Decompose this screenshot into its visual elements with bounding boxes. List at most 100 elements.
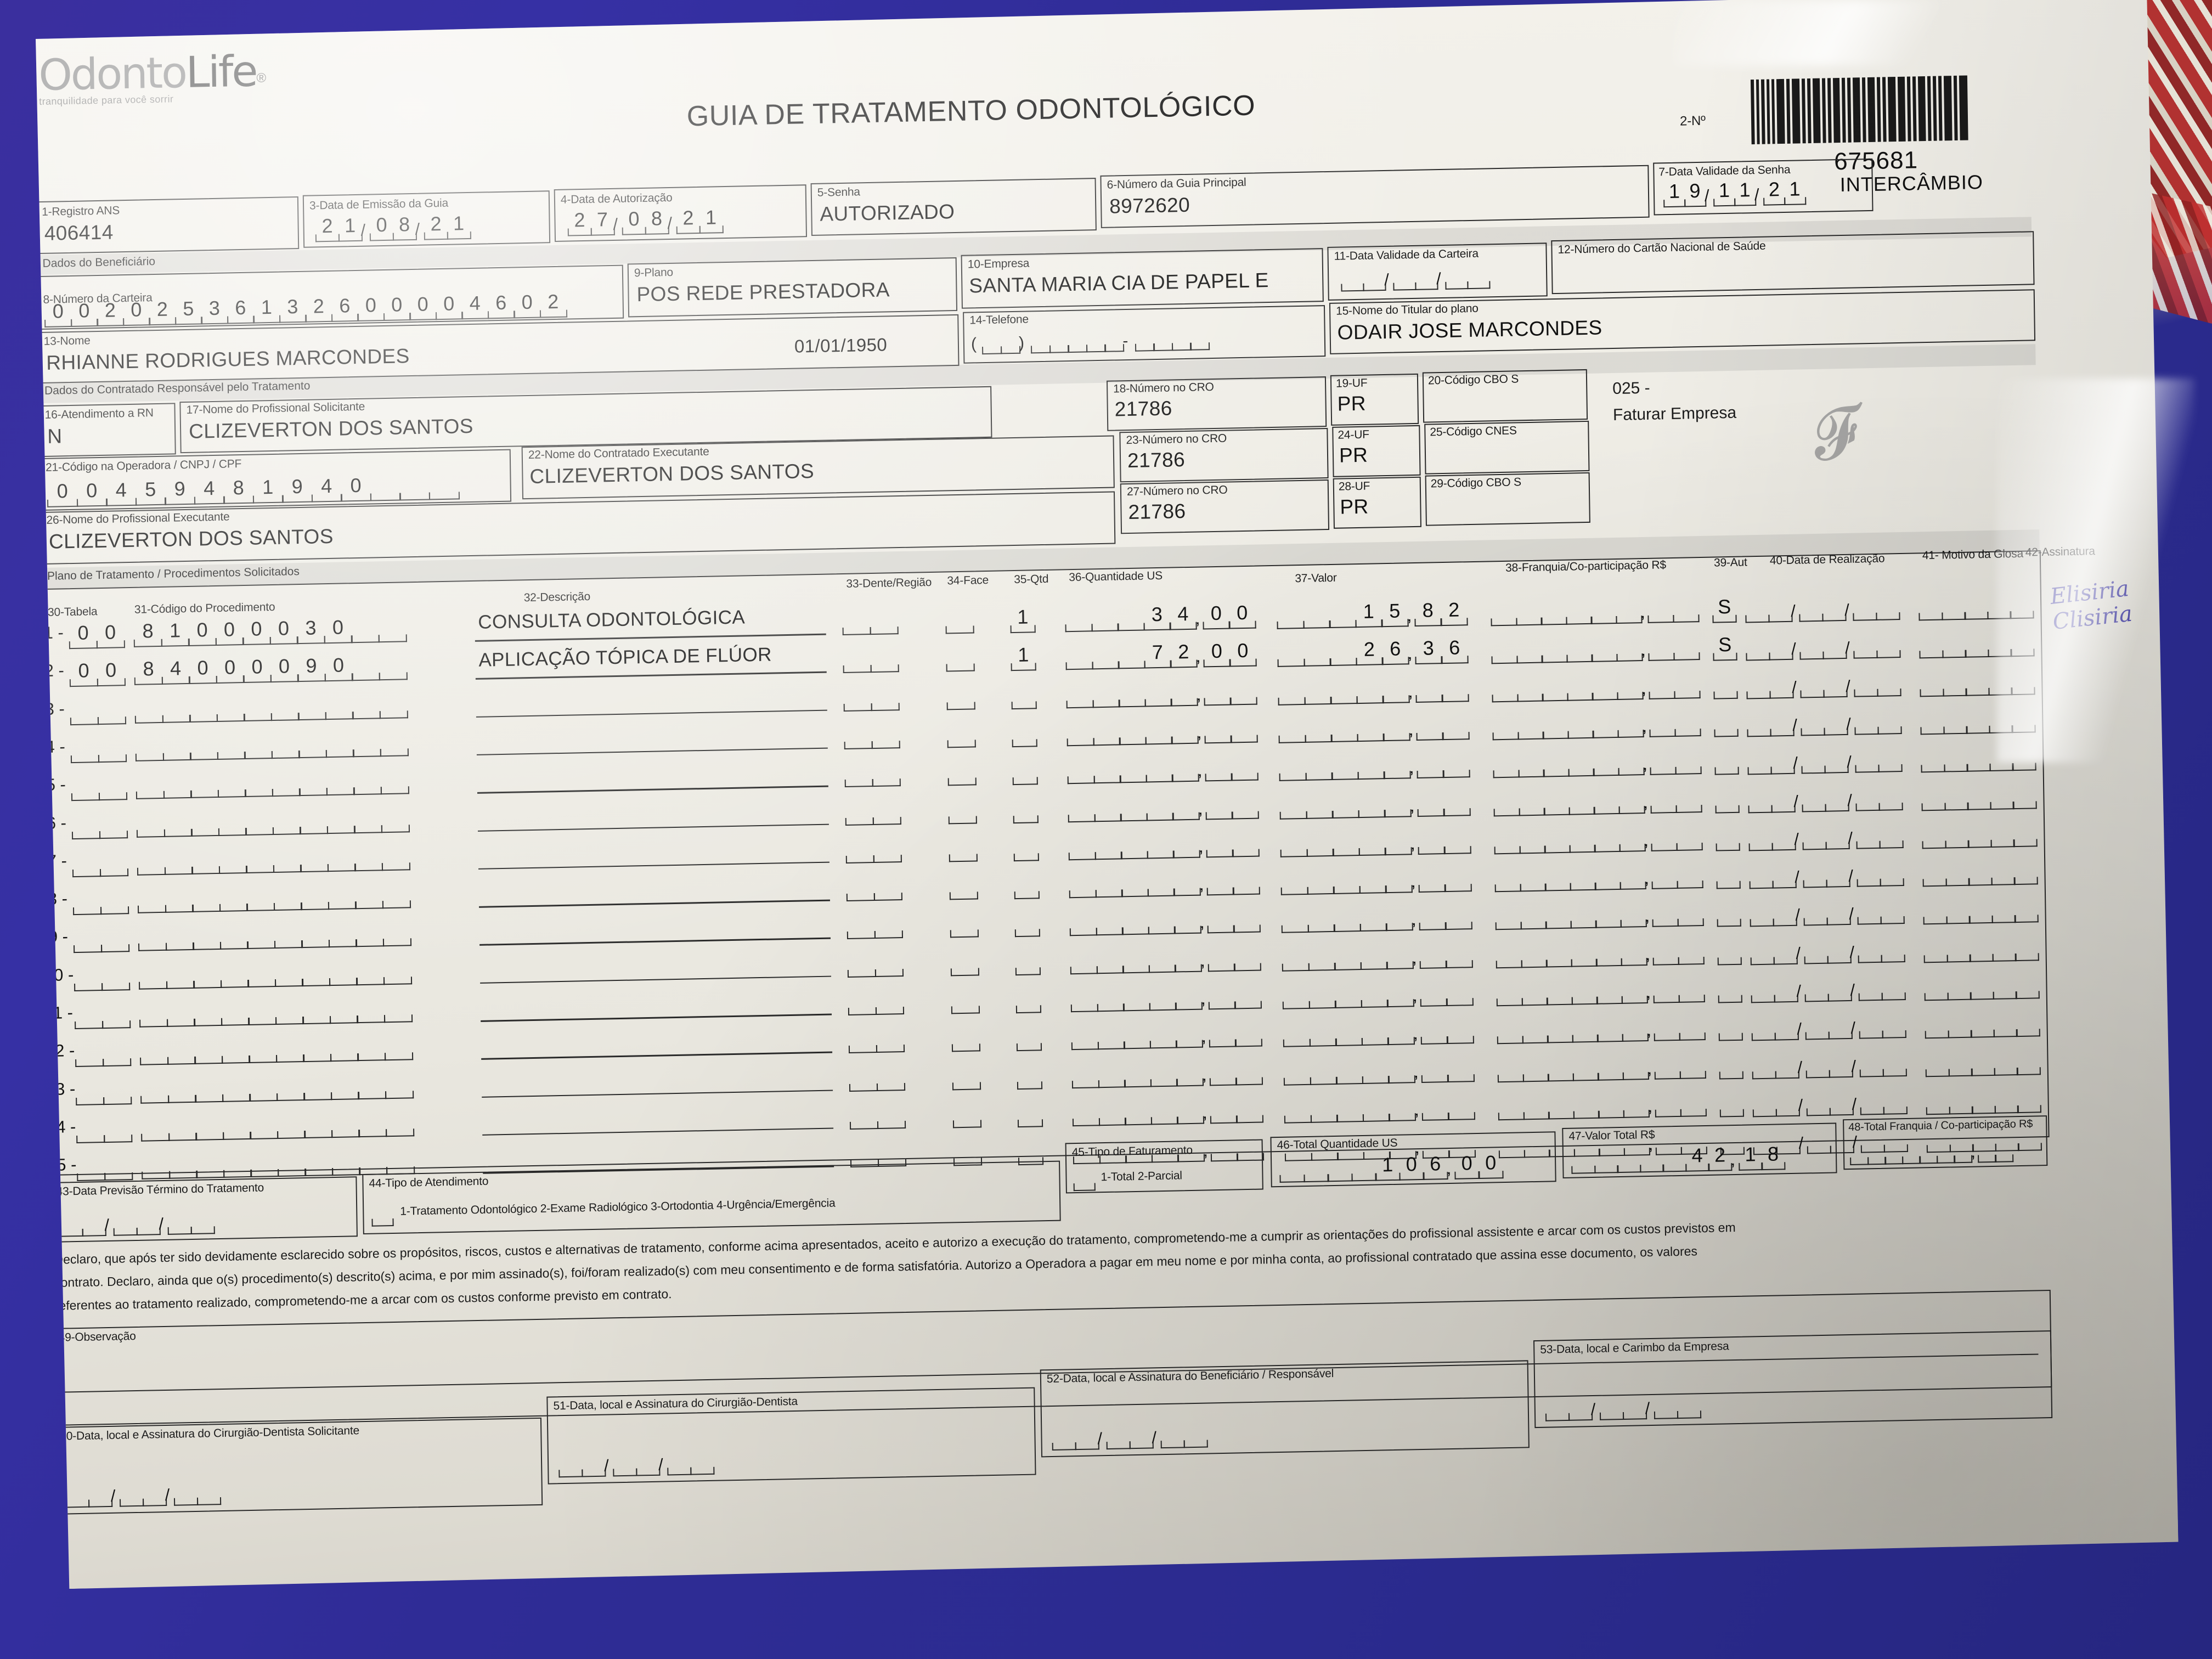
cell-comb[interactable] xyxy=(76,1135,131,1143)
aut-cell[interactable] xyxy=(1716,843,1739,851)
cell-comb[interactable] xyxy=(844,741,899,749)
row-number: 6 - xyxy=(46,812,67,833)
field-24-value: PR xyxy=(1339,443,1368,467)
field-10-label: 10-Empresa xyxy=(967,257,1030,271)
aut-cell[interactable] xyxy=(1719,1033,1742,1041)
cell-comb[interactable] xyxy=(947,702,974,710)
field-44-label: 44-Tipo de Atendimento xyxy=(369,1175,489,1190)
cell-comb[interactable] xyxy=(953,1120,980,1128)
cell-comb[interactable] xyxy=(849,1045,903,1053)
aut-cell[interactable] xyxy=(1717,881,1740,889)
cell-comb[interactable] xyxy=(70,716,125,725)
cell-comb[interactable] xyxy=(951,1006,979,1014)
cell-comb[interactable] xyxy=(1012,739,1036,747)
column-header-41-motivo-glosa: 41- Motivo da Glosa xyxy=(1922,547,2024,562)
aut-cell[interactable] xyxy=(1719,1071,1742,1079)
field-19-value: PR xyxy=(1337,392,1367,415)
field-44-checkbox[interactable] xyxy=(371,1218,392,1227)
field-5-value: AUTORIZADO xyxy=(820,200,955,225)
annotation-025-line1: 025 - xyxy=(1612,379,1650,398)
cell-comb[interactable] xyxy=(843,664,898,673)
cell-comb[interactable] xyxy=(1017,1043,1041,1052)
cell-comb[interactable] xyxy=(1012,701,1036,709)
cell-comb[interactable] xyxy=(951,968,978,976)
aut-cell[interactable]: S xyxy=(1712,615,1735,623)
cell-comb[interactable] xyxy=(848,1007,902,1015)
cell-comb[interactable] xyxy=(1015,967,1040,975)
aut-cell[interactable] xyxy=(1716,805,1739,813)
row-number: 3 - xyxy=(44,698,65,719)
cell-comb[interactable] xyxy=(1015,929,1039,938)
cell-comb[interactable] xyxy=(77,1172,131,1181)
cell-comb[interactable] xyxy=(946,664,974,672)
cell-comb[interactable] xyxy=(71,754,125,763)
field-45-label: 45-Tipo de Faturamento xyxy=(1071,1143,1193,1159)
cell-comb[interactable] xyxy=(847,930,901,939)
row-number: 13 - xyxy=(46,1079,76,1099)
row-number: 10 - xyxy=(44,964,74,985)
aut-cell[interactable] xyxy=(1715,767,1738,775)
row-number: 5 - xyxy=(46,775,66,795)
cell-comb[interactable] xyxy=(950,930,978,938)
cell-comb[interactable] xyxy=(949,816,976,824)
cell-comb[interactable] xyxy=(846,855,900,864)
aut-cell[interactable] xyxy=(1713,691,1736,699)
field-44-attendance-type-box[interactable] xyxy=(362,1161,1060,1234)
column-header-37-valor: 37-Valor xyxy=(1295,571,1337,585)
cell-comb[interactable] xyxy=(72,868,127,877)
cell-comb[interactable] xyxy=(843,627,897,635)
field-7-label: 7-Data Validade da Senha xyxy=(1658,163,1791,179)
cell-comb[interactable] xyxy=(72,831,126,839)
row-number: 15 - xyxy=(47,1155,77,1175)
aut-cell[interactable] xyxy=(1720,1109,1743,1118)
cell-comb[interactable] xyxy=(76,1097,130,1105)
cell-comb[interactable] xyxy=(1016,1005,1040,1013)
cell-comb[interactable] xyxy=(75,1020,129,1029)
cell-comb[interactable] xyxy=(74,945,128,953)
cell-comb[interactable] xyxy=(950,892,977,900)
page-title: GUIA DE TRATAMENTO ODONTOLÓGICO xyxy=(686,89,1256,133)
cell-comb[interactable] xyxy=(1013,815,1037,823)
cell-comb[interactable] xyxy=(73,906,127,915)
cell-comb[interactable] xyxy=(1018,1119,1042,1127)
aut-cell[interactable] xyxy=(1718,995,1741,1003)
field-28-label: 28-UF xyxy=(1338,479,1370,493)
cell-comb[interactable] xyxy=(1017,1081,1041,1090)
cell-comb[interactable] xyxy=(74,983,128,991)
cell-comb[interactable]: 1 xyxy=(1011,625,1035,633)
cell-comb[interactable] xyxy=(75,1058,129,1067)
field-12-national-health-card-box[interactable] xyxy=(1551,231,2034,294)
cell-comb[interactable] xyxy=(850,1121,904,1130)
field-20-label: 20-Código CBO S xyxy=(1427,373,1519,387)
cell-comb[interactable] xyxy=(845,817,900,826)
odontolife-logo: OdontoLife® tranquilidade para você sorr… xyxy=(38,47,267,108)
cell-comb[interactable] xyxy=(952,1082,980,1090)
cell-comb[interactable] xyxy=(952,1044,979,1052)
aut-cell[interactable] xyxy=(1714,729,1737,737)
cell-comb[interactable] xyxy=(946,625,973,634)
cell-comb[interactable] xyxy=(1013,777,1037,786)
cell-comb[interactable]: 1 xyxy=(1011,663,1035,672)
cell-comb[interactable] xyxy=(1014,891,1039,899)
cell-comb[interactable] xyxy=(1014,853,1038,861)
aut-cell[interactable] xyxy=(1717,919,1740,927)
cell-comb[interactable] xyxy=(947,740,975,748)
cell-comb[interactable] xyxy=(948,778,975,786)
cell-comb[interactable] xyxy=(71,792,126,801)
cell-comb[interactable] xyxy=(949,854,977,862)
aut-cell[interactable] xyxy=(1718,957,1741,965)
cell-comb[interactable] xyxy=(844,703,898,712)
cell-comb[interactable] xyxy=(849,1083,904,1092)
cell-comb[interactable] xyxy=(847,893,901,901)
field-45-checkbox[interactable] xyxy=(1074,1183,1094,1191)
field-11-label: 11-Data Validade da Carteira xyxy=(1334,247,1479,263)
field-19-label: 19-UF xyxy=(1335,376,1368,390)
cell-comb[interactable] xyxy=(848,969,902,978)
field-47-label: 47-Valor Total R$ xyxy=(1568,1128,1655,1143)
column-header-35-qtd: 35-Qtd xyxy=(1014,572,1049,586)
cell-comb[interactable] xyxy=(845,778,899,787)
aut-cell[interactable]: S xyxy=(1713,653,1736,661)
